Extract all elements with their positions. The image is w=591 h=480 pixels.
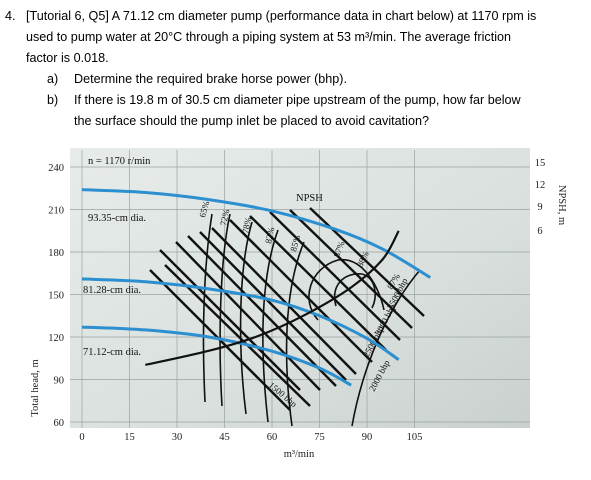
x-tick-label: 75 [314,432,325,443]
y-tick-label: 210 [48,206,64,217]
bhp-line-9 [269,211,401,341]
efficiency-label: 72% [218,208,231,227]
efficiency-label: 85% [288,234,302,253]
npsh-axis-label: NPSH, m [556,185,567,225]
bhp-line-10 [289,209,413,329]
plot-area [70,148,530,428]
question-stem-line-3: factor is 0.018. [26,51,109,65]
part-b-line-2: the surface should the pump inlet be pla… [74,114,429,128]
x-tick-label: 15 [124,432,135,443]
efficiency-line-5 [308,259,385,321]
part-a-text: Determine the required brake horse power… [74,72,348,86]
npsh-line [145,230,400,367]
head-curve-0 [81,188,432,279]
npsh-label: NPSH [296,193,323,204]
head-curve-1 [81,277,400,361]
series-label-71: 71.12-cm dia. [83,347,141,358]
x-tick-label: 30 [172,432,183,443]
efficiency-line-6 [333,273,376,309]
speed-label: n = 1170 r/min [88,156,151,167]
efficiency-label: 65% [197,200,211,219]
question-stem-line-1: [Tutorial 6, Q5] A 71.12 cm diameter pum… [26,9,537,23]
axes-text: 0 15 30 45 60 75 90 105 60 90 120 150 180 210 240 15 12 9… [48,158,545,443]
pump-performance-chart: 1500 bhp 2000 bhp 2500 bhp 3000 bhp 3500 bhp… [0,140,591,480]
question-stem-line-2: used to pump water at 20°C through a pip… [26,30,512,44]
bhp-line-4 [211,227,357,375]
y-tick-label: 90 [54,376,65,387]
x-tick-label: 60 [267,432,278,443]
part-a-label: a) [47,72,59,86]
bhp-line-0 [159,249,301,391]
x-tick-label: 0 [79,432,84,443]
bhp-line-1 [175,241,321,391]
series-label-81: 81.28-cm dia. [83,285,141,296]
bhp-line-2 [187,235,337,387]
efficiency-label: 78% [240,216,253,235]
bhp-line-6 [164,264,311,407]
efficiency-line-3 [262,229,279,423]
x-axis-label: m³/min [284,449,315,460]
npsh-curve [145,230,400,367]
npsh-tick-label: 9 [537,202,542,213]
npsh-tick-label: 12 [535,180,546,191]
efficiency-label: 82% [263,226,276,245]
y-axis-label: Total head, m [30,359,41,416]
efficiency-line-1 [219,213,231,407]
x-tick-label: 90 [362,432,373,443]
question-number: 4. [5,9,16,23]
efficiency-line-4 [285,241,305,427]
npsh-tick-label: 15 [535,158,546,169]
efficiency-line-0 [202,213,213,403]
head-curve-2 [81,325,352,387]
npsh-tick-label: 6 [537,226,542,237]
x-tick-label: 105 [407,432,423,443]
part-b-line-1: If there is 19.8 m of 30.5 cm diameter p… [74,93,521,107]
head-curves [81,188,432,387]
y-tick-label: 60 [54,418,65,429]
x-tick-label: 45 [219,432,230,443]
bhp-line-8 [249,215,387,351]
efficiency-line-2 [239,221,253,415]
y-tick-label: 240 [48,163,64,174]
part-b-label: b) [47,93,59,107]
efficiency-line-7 [351,269,421,427]
y-tick-label: 120 [48,333,64,344]
y-tick-label: 180 [48,248,64,259]
series-label-93: 93.35-cm dia. [88,213,146,224]
y-tick-label: 150 [48,291,64,302]
bhp-line-7 [229,219,373,363]
